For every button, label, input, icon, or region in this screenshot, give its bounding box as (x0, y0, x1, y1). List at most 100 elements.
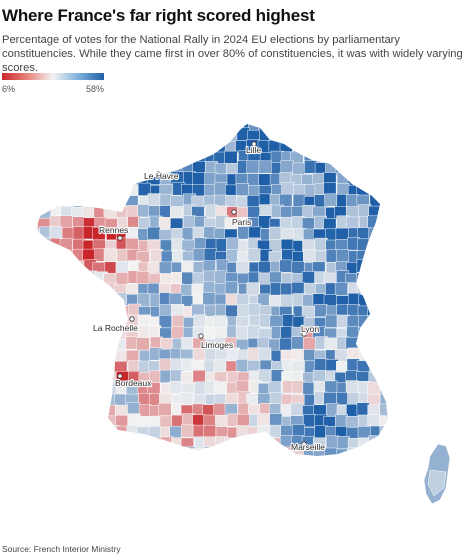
constituency-cell (116, 459, 129, 472)
constituency-cell (390, 173, 403, 186)
constituency-cell (171, 448, 185, 456)
constituency-cell (36, 403, 41, 417)
constituency-cell (72, 139, 86, 153)
constituency-cell (93, 402, 107, 416)
constituency-cell (367, 414, 381, 428)
constituency-cell (345, 380, 359, 394)
constituency-cell (72, 425, 86, 439)
constituency-cell (335, 459, 348, 472)
constituency-cell (258, 215, 272, 229)
constituency-cell (214, 182, 228, 196)
constituency-cell (51, 314, 65, 328)
constituency-cell (378, 238, 388, 252)
constituency-cell (149, 150, 163, 164)
constituency-cell (159, 261, 173, 275)
constituency-cell (224, 437, 238, 451)
constituency-cell (60, 293, 74, 307)
constituency-cell (291, 460, 304, 473)
constituency-cell (192, 370, 206, 384)
constituency-cell (356, 151, 370, 165)
constituency-cell (59, 271, 73, 285)
constituency-cell (269, 413, 283, 427)
constituency-cell (290, 402, 304, 416)
constituency-cell (369, 194, 383, 208)
constituency-cell (391, 348, 404, 361)
constituency-cell (59, 249, 73, 263)
constituency-cell (314, 304, 328, 318)
constituency-cell (169, 206, 183, 220)
constituency-cell (202, 292, 216, 306)
constituency-cell (192, 460, 205, 473)
constituency-cell (369, 294, 383, 308)
constituency-cell (334, 140, 348, 154)
constituency-cell (391, 163, 404, 176)
constituency-cell (36, 392, 42, 406)
constituency-cell (60, 446, 74, 456)
city-label-marseille: Marseille (291, 442, 325, 452)
constituency-cell (115, 141, 129, 155)
constituency-cell (70, 271, 84, 285)
constituency-cell (291, 336, 305, 350)
constituency-cell (136, 426, 150, 440)
constituency-cell (291, 282, 305, 296)
constituency-cell (391, 315, 404, 328)
constituency-cell (36, 425, 40, 439)
constituency-cell (345, 162, 359, 176)
constituency-cell (36, 205, 41, 219)
constituency-cell (104, 293, 118, 307)
constituency-cell (225, 304, 239, 318)
constituency-cell (70, 380, 84, 394)
constituency-cell (213, 403, 227, 417)
constituency-cell (247, 325, 261, 339)
constituency-cell (126, 162, 140, 176)
constituency-cell (367, 260, 381, 274)
constituency-cell (390, 141, 403, 154)
constituency-cell (36, 182, 40, 196)
constituency-cell (159, 138, 173, 152)
constituency-cell (334, 149, 348, 163)
city-dot (198, 333, 204, 339)
constituency-cell (369, 446, 383, 456)
constituency-cell (104, 129, 118, 143)
constituency-cell (303, 349, 317, 363)
constituency-cell (203, 248, 217, 262)
constituency-cell (36, 327, 40, 341)
constituency-cell (136, 436, 150, 450)
city-dot (117, 235, 123, 241)
constituency-cell (390, 183, 403, 196)
constituency-cell (84, 270, 98, 284)
constituency-cell (49, 447, 63, 456)
constituency-cell (60, 393, 74, 407)
constituency-cell (71, 260, 85, 274)
constituency-cell (94, 124, 108, 131)
constituency-cell (59, 124, 73, 131)
constituency-cell (81, 281, 95, 295)
constituency-cell (358, 458, 371, 471)
constituency-cell (93, 182, 107, 196)
constituency-cell (104, 149, 118, 163)
constituency-cell (235, 326, 249, 340)
constituency-cell (49, 328, 63, 342)
constituency-cell (213, 315, 227, 329)
constituency-cell (181, 260, 195, 274)
constituency-cell (325, 459, 338, 472)
constituency-cell (169, 292, 183, 306)
constituency-cell (292, 424, 306, 438)
constituency-cell (39, 349, 53, 363)
constituency-cell (236, 127, 250, 141)
city-marker-la-rochelle: La Rochelle (92, 316, 139, 334)
constituency-cell (136, 271, 150, 285)
constituency-cell (368, 239, 382, 253)
constituency-cell (314, 237, 328, 251)
constituency-cell (392, 150, 405, 163)
constituency-cell (257, 447, 271, 456)
constituency-cell (391, 293, 404, 306)
map-svg: Lille Le Havre Paris Rennes La Rochelle … (35, 123, 451, 505)
constituency-cell (49, 250, 63, 264)
constituency-cell (40, 293, 54, 307)
constituency-cell (281, 182, 295, 196)
constituency-cell (379, 326, 388, 340)
constituency-cell (259, 204, 273, 218)
constituency-cell (147, 261, 161, 275)
constituency-cell (236, 460, 249, 473)
